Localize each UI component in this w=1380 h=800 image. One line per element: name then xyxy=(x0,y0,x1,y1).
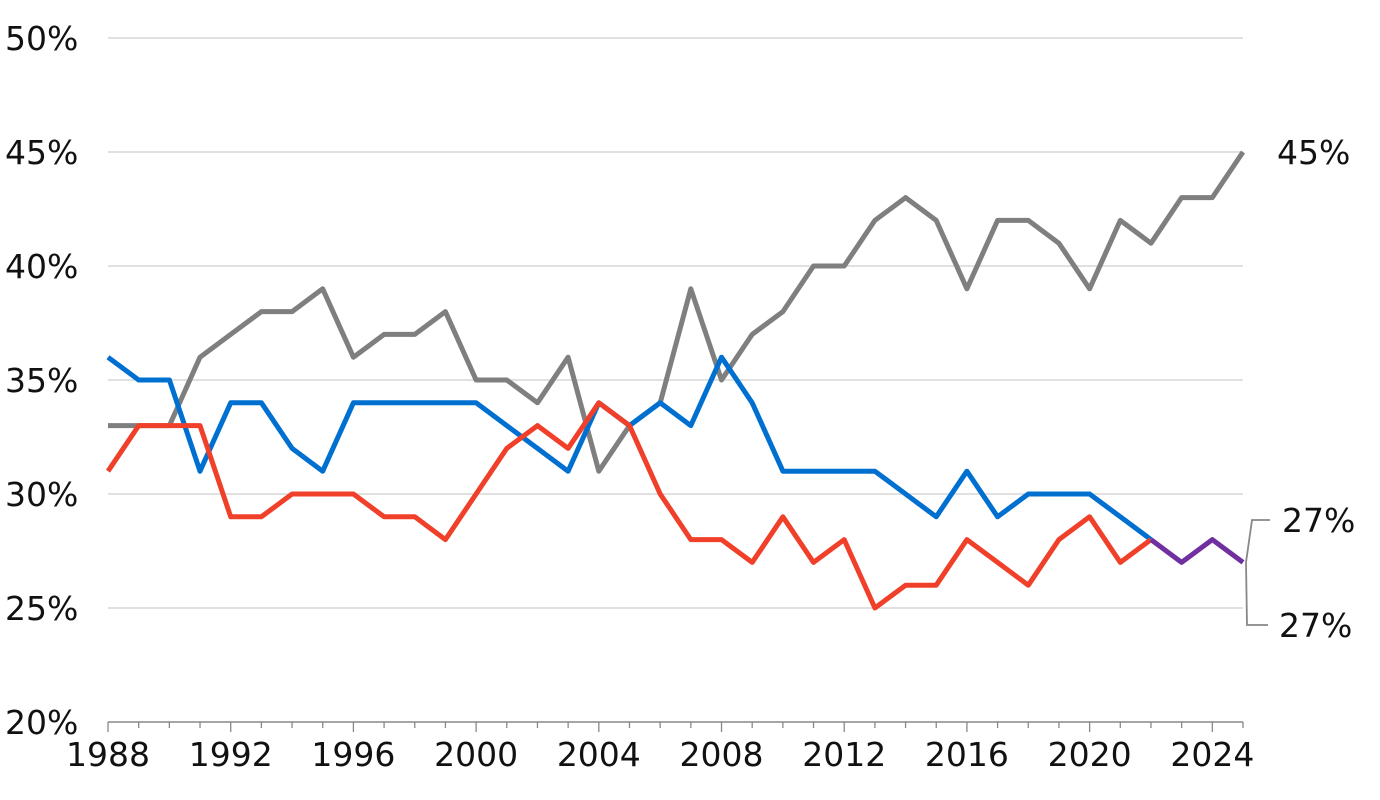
y-axis-tick-labels: 20% 25% 30% 35% 40% 45% 50% xyxy=(5,19,78,742)
x-tick-label: 2008 xyxy=(680,735,764,774)
x-axis-tick-labels: 1988 1992 1996 2000 2004 2008 2012 2016 2020 2024 xyxy=(66,735,1254,774)
x-tick-label: 1988 xyxy=(66,735,150,774)
axes xyxy=(107,721,1244,732)
y-tick-label: 35% xyxy=(5,361,78,400)
end-labels: 45% 27% 27% xyxy=(1245,133,1355,645)
y-tick-label: 50% xyxy=(5,19,78,58)
end-label: 27% xyxy=(1279,606,1352,645)
x-tick-label: 2024 xyxy=(1170,735,1254,774)
end-label: 27% xyxy=(1282,501,1355,540)
x-tick-label: 2004 xyxy=(557,735,641,774)
x-tick-label: 2020 xyxy=(1048,735,1132,774)
series-line-0 xyxy=(108,150,1246,474)
series-line-3 xyxy=(1149,537,1245,565)
series-lines xyxy=(105,150,1246,611)
y-tick-label: 25% xyxy=(5,589,78,628)
y-tick-label: 20% xyxy=(5,703,78,742)
y-tick-label: 40% xyxy=(5,247,78,286)
x-tick-label: 2012 xyxy=(802,735,886,774)
end-label: 45% xyxy=(1277,133,1350,172)
y-tick-label: 45% xyxy=(5,133,78,172)
end-label-leader-line xyxy=(1245,519,1270,563)
x-tick-label: 1996 xyxy=(311,735,395,774)
x-tick-label: 2000 xyxy=(434,735,518,774)
gridlines xyxy=(108,37,1243,609)
x-tick-label: 2016 xyxy=(925,735,1009,774)
x-tick-label: 1992 xyxy=(189,735,273,774)
series-line-2 xyxy=(105,400,1153,611)
y-tick-label: 30% xyxy=(5,475,78,514)
end-label-leader-line xyxy=(1245,562,1268,626)
